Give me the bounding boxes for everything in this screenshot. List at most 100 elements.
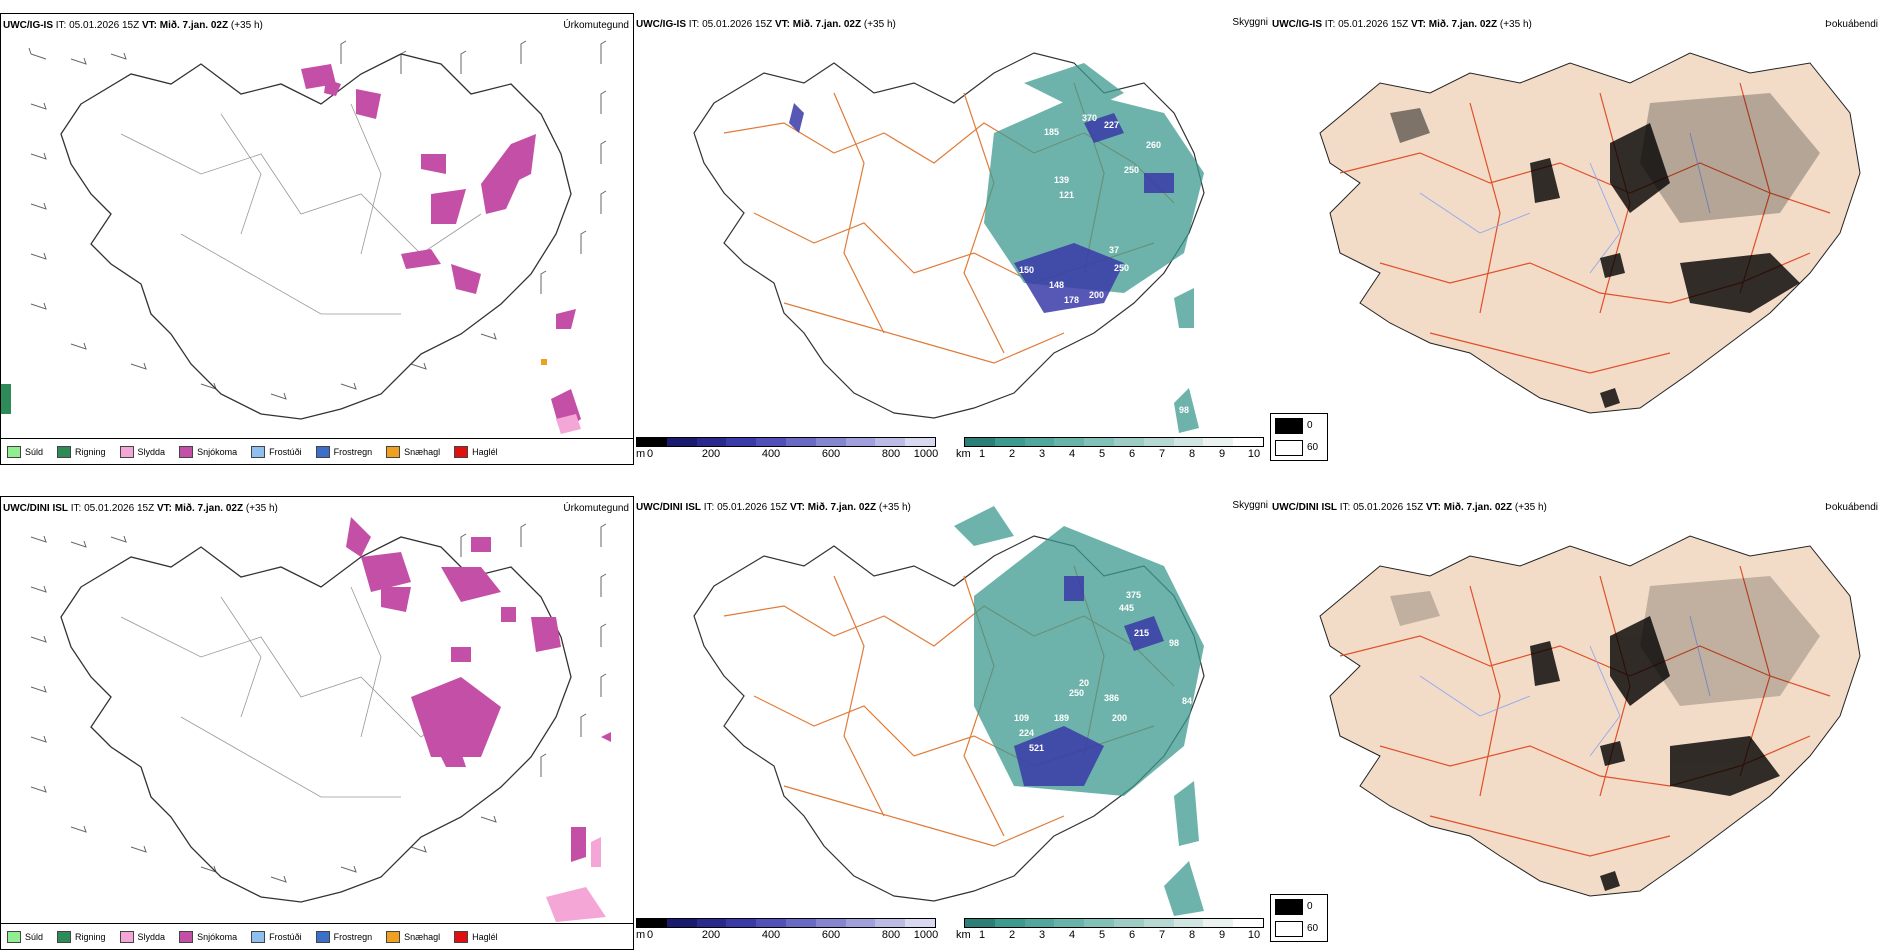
legend-item: Rigning xyxy=(57,930,106,943)
legend-item: Snjókoma xyxy=(179,445,237,458)
swatch-snow-pellets xyxy=(386,445,401,458)
cloud-base-label: 150 xyxy=(1019,265,1034,275)
field-name: Þokuábendi xyxy=(1825,19,1878,30)
tick-label: 800 xyxy=(881,929,901,941)
tick-label: 0 xyxy=(646,929,654,941)
legend-item: Frostúði xyxy=(251,930,302,943)
swatch-snow-pellets xyxy=(386,930,401,943)
cloud-base-label: 375 xyxy=(1126,590,1141,600)
cloud-base-label: 185 xyxy=(1044,127,1059,137)
tick-label: 400 xyxy=(761,929,781,941)
unit-label: km xyxy=(956,929,971,941)
tick-label: 600 xyxy=(821,929,841,941)
ceiling-colorbar: m 0 200 400 600 800 1000 xyxy=(636,918,939,941)
cloud-base-label: 445 xyxy=(1119,603,1134,613)
cloud-base-label: 84 xyxy=(1182,696,1192,706)
low-cloud-shading xyxy=(1014,576,1164,786)
legend-item: Frostregn xyxy=(315,930,372,943)
cloud-base-label: 256 xyxy=(944,698,959,708)
swatch-freezing-drizzle xyxy=(251,930,266,943)
tick-label: 1000 xyxy=(913,929,939,941)
field-name: Skyggni xyxy=(1232,500,1268,511)
cloud-base-label: 250 xyxy=(1114,263,1129,273)
legend-item: Snæhagl xyxy=(386,445,440,458)
tick-label: 9 xyxy=(1218,448,1226,460)
cloud-base-label: 108 xyxy=(944,250,959,260)
fog-indicator-shading xyxy=(1390,108,1800,408)
cloud-base-label: 215 xyxy=(1134,628,1149,638)
cloud-base-label: 37 xyxy=(1109,245,1119,255)
cloud-base-label: 224 xyxy=(1019,728,1034,738)
cloud-base-label: 109 xyxy=(1014,713,1029,723)
fog-panel-top: UWC/IG-IS IT: 05.01.2026 15Z VT: Mið. 7.… xyxy=(1270,13,1900,465)
fog-indicator-shading xyxy=(1530,616,1780,891)
swatch-hail xyxy=(454,445,469,458)
cloud-base-label: 189 xyxy=(1054,713,1069,723)
swatch-rain xyxy=(57,445,72,458)
fog-roads xyxy=(1339,82,1831,374)
tick-label: 3 xyxy=(1038,929,1046,941)
visibility-colorbar: km 1 2 3 4 5 6 7 8 9 10 xyxy=(956,918,1264,941)
tick-label: 5 xyxy=(1098,929,1106,941)
ceiling-colorbar: m 0 200 400 600 800 1000 xyxy=(636,437,939,460)
precip-type-map xyxy=(30,517,611,922)
swatch-drizzle xyxy=(7,930,21,943)
precip-legend: Súld Rigning Slydda Snjókoma Frostúði Fr… xyxy=(1,438,633,464)
cloud-base-label: 250 xyxy=(1124,165,1139,175)
tick-label: 4 xyxy=(1068,929,1076,941)
fog-map xyxy=(1319,52,1861,414)
swatch-snow xyxy=(179,445,194,458)
panel-title: UWC/DINI ISL IT: 05.01.2026 15Z VT: Mið.… xyxy=(636,502,911,513)
visibility-panel-bottom: UWC/DINI ISL IT: 05.01.2026 15Z VT: Mið.… xyxy=(634,496,1270,950)
legend-item: Slydda xyxy=(119,445,165,458)
legend-item: Snæhagl xyxy=(386,930,440,943)
snow-areas xyxy=(301,64,581,434)
legend-item: Haglél xyxy=(454,930,498,943)
tick-label: 10 xyxy=(1247,929,1261,941)
swatch-freezing-drizzle xyxy=(251,445,266,458)
tick-label: 7 xyxy=(1158,929,1166,941)
cloud-base-label: 386 xyxy=(1104,693,1119,703)
panel-title: UWC/DINI ISL IT: 05.01.2026 15Z VT: Mið.… xyxy=(3,503,278,514)
tick-label: 7 xyxy=(1158,448,1166,460)
visibility-colorbar: km 1 2 3 4 5 6 7 8 9 10 xyxy=(956,437,1264,460)
tick-label: 1 xyxy=(978,929,986,941)
tick-label: 6 xyxy=(1128,929,1136,941)
legend-item: Súld xyxy=(7,930,43,943)
snow-areas xyxy=(346,517,611,862)
fog-scale-top: 0 xyxy=(1307,420,1313,431)
tick-label: 1000 xyxy=(913,448,939,460)
cloud-base-label: 178 xyxy=(1064,295,1079,305)
tick-label: 1 xyxy=(978,448,986,460)
tick-label: 2 xyxy=(1008,929,1016,941)
cloud-base-labels-top: 370 227 185 139 121 260 250 250 108 150 … xyxy=(934,113,1189,415)
fog-panel-bottom: UWC/DINI ISL IT: 05.01.2026 15Z VT: Mið.… xyxy=(1270,496,1900,950)
wind-barbs xyxy=(30,523,607,883)
tick-label: 6 xyxy=(1128,448,1136,460)
tick-label: 2 xyxy=(1008,448,1016,460)
field-name: Úrkomutegund xyxy=(563,503,629,514)
fog-scale-bottom: 60 xyxy=(1307,442,1319,453)
fog-scale-key: 0 60 xyxy=(1270,413,1328,461)
visibility-map: 370 227 185 139 121 260 250 250 108 150 … xyxy=(693,52,1205,433)
cloud-base-label: 20 xyxy=(1079,678,1089,688)
cloud-base-labels-bottom: 375 445 215 98 20 250 256 109 189 386 22… xyxy=(934,590,1192,876)
fog-scale-bottom: 60 xyxy=(1307,923,1319,934)
tick-label: 8 xyxy=(1188,929,1196,941)
tick-label: 5 xyxy=(1098,448,1106,460)
tick-label: 200 xyxy=(701,448,721,460)
unit-label: m xyxy=(636,448,646,460)
legend-item: Slydda xyxy=(119,930,165,943)
precip-legend: Súld Rigning Slydda Snjókoma Frostúði Fr… xyxy=(1,923,633,949)
tick-label: 10 xyxy=(1247,448,1261,460)
tick-label: 8 xyxy=(1188,448,1196,460)
panel-title: UWC/DINI ISL IT: 05.01.2026 15Z VT: Mið.… xyxy=(1272,502,1547,513)
legend-item: Frostregn xyxy=(315,445,372,458)
tick-label: 400 xyxy=(761,448,781,460)
precip-type-panel-top: UWC/IG-IS IT: 05.01.2026 15Z VT: Mið. 7.… xyxy=(0,13,634,465)
visibility-map: 375 445 215 98 20 250 256 109 189 386 22… xyxy=(693,506,1205,916)
unit-label: km xyxy=(956,448,971,460)
cloud-base-label: 200 xyxy=(1089,290,1104,300)
swatch-rain xyxy=(57,930,72,943)
precip-type-map xyxy=(1,40,607,434)
